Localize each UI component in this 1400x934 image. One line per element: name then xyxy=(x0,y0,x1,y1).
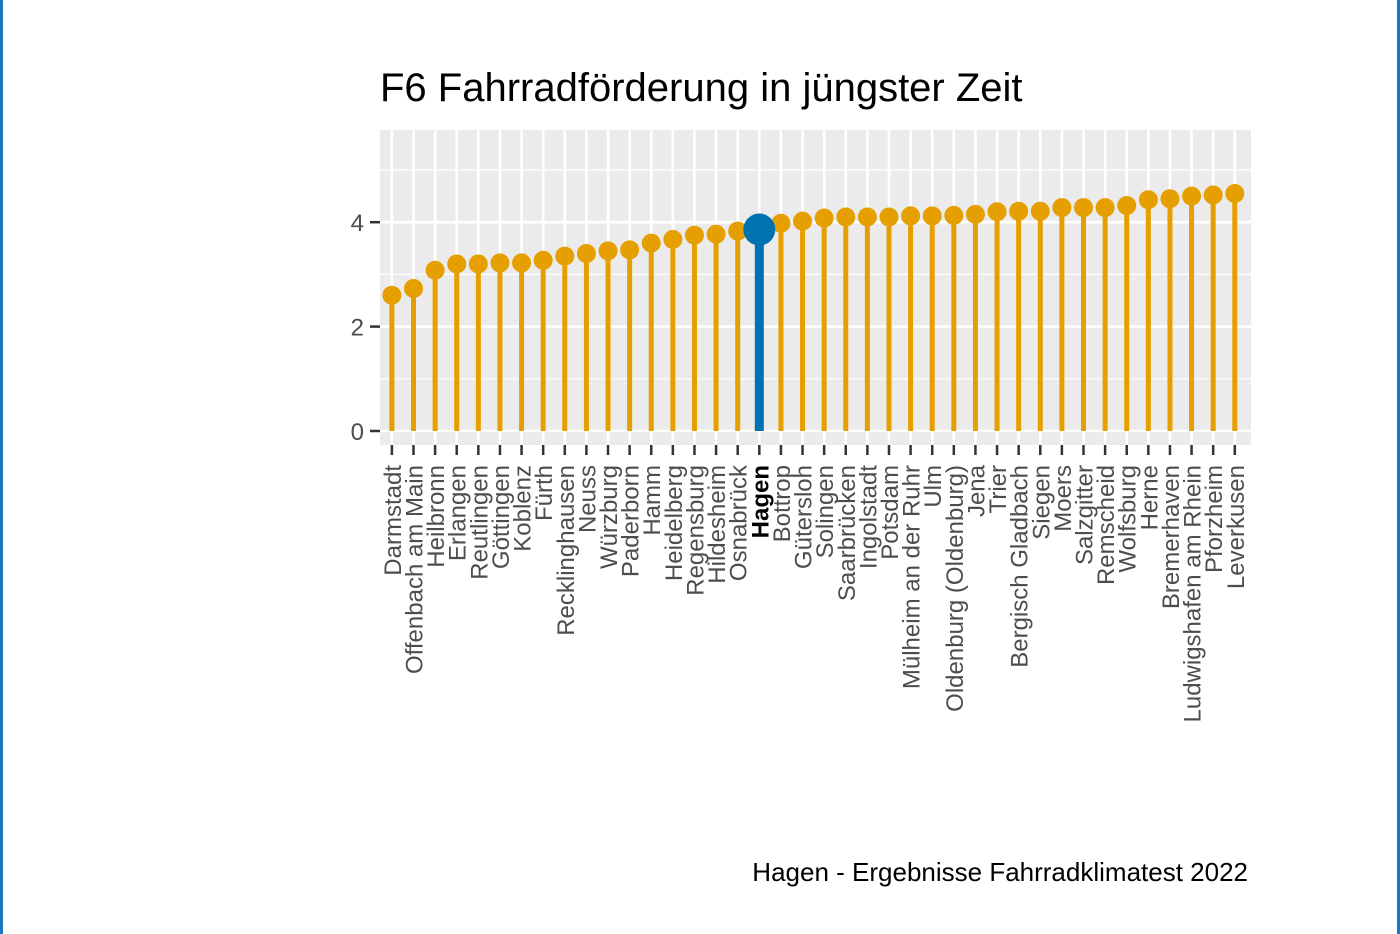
x-tick-label: Solingen xyxy=(812,465,839,558)
lollipop-point xyxy=(382,285,402,305)
lollipop-point xyxy=(771,213,791,233)
lollipop-point xyxy=(598,241,618,261)
chart-caption: Hagen - Ergebnisse Fahrradklimatest 2022 xyxy=(752,857,1248,887)
lollipop-point xyxy=(987,202,1007,222)
lollipop-point xyxy=(1203,185,1223,205)
lollipop-point xyxy=(1182,186,1202,206)
x-tick-label: Pforzheim xyxy=(1201,465,1228,573)
lollipop-point xyxy=(404,278,423,298)
x-tick-label: Siegen xyxy=(1028,465,1055,540)
lollipop-point xyxy=(879,207,899,227)
x-tick-label: Recklinghausen xyxy=(553,465,580,636)
lollipop-point xyxy=(620,240,640,260)
x-tick-label: Hildesheim xyxy=(704,465,731,584)
x-tick-label: Würzburg xyxy=(596,465,623,569)
lollipop-point xyxy=(965,204,985,224)
x-tick-label: Bergisch Gladbach xyxy=(1007,465,1034,668)
lollipop-point xyxy=(922,206,942,226)
lollipop-point xyxy=(1009,201,1029,221)
x-tick-label: Ulm xyxy=(920,465,947,508)
lollipop-point xyxy=(901,206,921,226)
lollipop-point xyxy=(533,250,553,270)
lollipop-point xyxy=(814,208,834,228)
x-tick-label: Potsdam xyxy=(877,465,904,560)
lollipop-point xyxy=(1095,198,1115,218)
lollipop-point xyxy=(1160,189,1180,209)
x-tick-label: Saarbrücken xyxy=(834,465,861,601)
lollipop-point xyxy=(944,205,964,225)
y-tick-label: 4 xyxy=(351,210,364,237)
x-tick-label: Remscheid xyxy=(1093,465,1120,585)
lollipop-point xyxy=(793,211,813,231)
x-tick-label: Moers xyxy=(1050,465,1077,532)
lollipop-point xyxy=(447,254,467,274)
lollipop-point xyxy=(641,233,661,253)
x-tick-label: Koblenz xyxy=(510,465,537,552)
lollipop-point xyxy=(468,254,488,274)
x-tick-label: Wolfsburg xyxy=(1115,465,1142,573)
x-tick-label: Jena xyxy=(963,464,990,517)
x-tick-label: Leverkusen xyxy=(1223,465,1250,589)
highlight-point xyxy=(743,213,776,246)
x-tick-label: Regensburg xyxy=(682,465,709,596)
x-tick-label: Ingolstadt xyxy=(855,465,882,569)
y-axis: 0 2 4 xyxy=(351,210,380,446)
lollipop-point xyxy=(684,225,704,245)
lollipop-point xyxy=(425,260,445,280)
x-tick-label: Bottrop xyxy=(769,465,796,542)
lollipop-point xyxy=(1074,198,1093,218)
lollipop-point xyxy=(1117,195,1137,215)
x-tick-label: Reutlingen xyxy=(466,465,493,580)
x-tick-label: Heidelberg xyxy=(661,465,688,581)
x-tick-label: Mülheim an der Ruhr xyxy=(899,465,926,689)
x-tick-label: Offenbach am Main xyxy=(402,465,429,674)
y-tick-label: 2 xyxy=(351,315,364,342)
lollipop-point xyxy=(836,207,856,227)
x-tick-label: Neuss xyxy=(574,465,601,533)
x-tick-label: Bremerhaven xyxy=(1158,465,1185,609)
x-tick-label: Darmstadt xyxy=(380,465,407,576)
lollipop-point xyxy=(1052,198,1072,218)
x-tick-label: Göttingen xyxy=(488,465,515,569)
lollipop-point xyxy=(663,229,683,249)
y-tick-label: 0 xyxy=(351,419,364,446)
lollipop-point xyxy=(512,253,532,273)
x-tick-label: Erlangen xyxy=(445,465,472,561)
x-tick-label: Oldenburg (Oldenburg) xyxy=(942,465,969,712)
lollipop-point xyxy=(1030,201,1050,221)
x-tick-label: Herne xyxy=(1136,465,1163,530)
lollipop-point xyxy=(728,221,748,241)
lollipop-point xyxy=(1138,190,1158,210)
x-tick-label: Gütersloh xyxy=(791,465,818,569)
x-tick-label: Trier xyxy=(985,465,1012,513)
lollipop-point xyxy=(1225,183,1245,203)
x-tick-label: Hamm xyxy=(639,465,666,536)
lollipop-point xyxy=(857,207,877,227)
data-marks xyxy=(382,183,1245,431)
lollipop-point xyxy=(555,246,575,266)
x-tick-label: Ludwigshafen am Rhein xyxy=(1180,465,1207,723)
x-tick-label: Paderborn xyxy=(618,465,645,577)
lollipop-point xyxy=(576,244,596,264)
chart-title: F6 Fahrradförderung in jüngster Zeit xyxy=(380,66,1023,110)
x-tick-label: Hagen xyxy=(747,465,774,538)
x-tick-label: Fürth xyxy=(531,465,558,521)
plot-panel xyxy=(380,130,1251,445)
lollipop-point xyxy=(706,224,726,244)
x-tick-label: Heilbronn xyxy=(423,465,450,568)
lollipop-point xyxy=(490,253,510,273)
x-tick-label: Osnabrück xyxy=(726,464,753,581)
x-tick-label: Salzgitter xyxy=(1072,465,1099,565)
